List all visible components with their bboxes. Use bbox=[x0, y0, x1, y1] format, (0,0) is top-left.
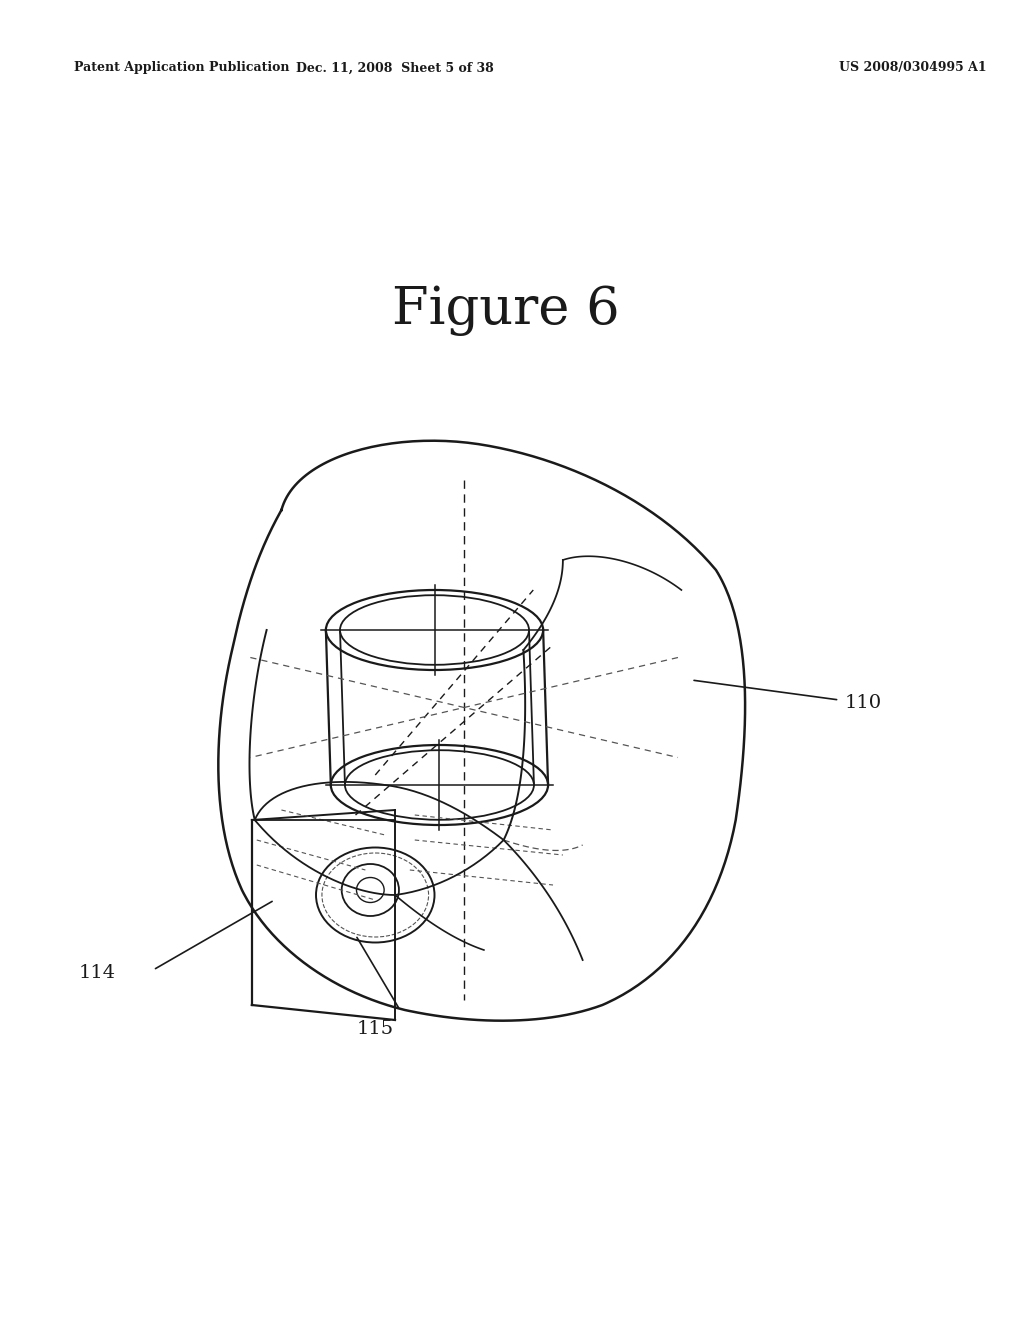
Text: Patent Application Publication: Patent Application Publication bbox=[74, 62, 290, 74]
Text: 115: 115 bbox=[356, 1020, 394, 1038]
Text: 110: 110 bbox=[845, 694, 882, 711]
Text: 114: 114 bbox=[79, 964, 116, 982]
Text: Dec. 11, 2008  Sheet 5 of 38: Dec. 11, 2008 Sheet 5 of 38 bbox=[296, 62, 494, 74]
Text: US 2008/0304995 A1: US 2008/0304995 A1 bbox=[840, 62, 987, 74]
Text: Figure 6: Figure 6 bbox=[392, 285, 620, 335]
